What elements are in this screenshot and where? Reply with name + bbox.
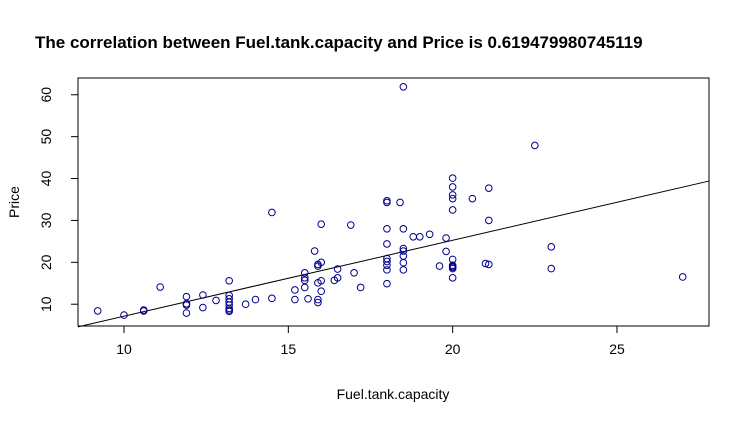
data-point	[448, 183, 457, 191]
plot-border	[77, 77, 710, 327]
data-point	[442, 234, 450, 242]
data-point	[304, 294, 312, 303]
data-point	[399, 244, 408, 253]
y-tick-label: 10	[38, 296, 54, 312]
data-point	[399, 82, 408, 91]
data-point	[383, 257, 391, 266]
data-point	[383, 266, 391, 274]
data-point	[399, 247, 408, 255]
x-tick-label: 25	[609, 341, 625, 357]
data-point	[448, 274, 457, 282]
data-point	[396, 198, 404, 207]
data-point	[448, 191, 457, 199]
data-point	[448, 206, 457, 214]
data-point	[448, 255, 457, 264]
data-point	[485, 260, 493, 269]
data-point	[291, 295, 299, 304]
data-point	[314, 298, 322, 307]
data-point	[399, 266, 408, 274]
data-point	[182, 299, 191, 308]
data-points	[93, 82, 687, 319]
data-point	[317, 287, 325, 296]
data-point	[448, 174, 457, 182]
data-point	[448, 261, 457, 270]
data-point	[485, 184, 493, 192]
data-point	[300, 283, 309, 292]
data-point	[442, 247, 450, 256]
data-point	[225, 276, 233, 285]
data-point	[93, 307, 102, 315]
data-point	[120, 311, 128, 319]
data-point	[383, 225, 391, 233]
x-tick-label: 15	[281, 341, 297, 357]
data-point	[399, 252, 408, 260]
data-point	[268, 294, 276, 303]
data-point	[300, 268, 309, 277]
data-point	[678, 273, 687, 281]
data-point	[212, 296, 220, 305]
data-point	[314, 295, 322, 304]
y-tick-label: 20	[38, 254, 54, 270]
data-point	[156, 283, 164, 291]
data-point	[415, 232, 424, 241]
x-axis-label: Fuel.tank.capacity	[337, 386, 450, 402]
data-point	[251, 295, 260, 304]
data-point	[468, 194, 477, 203]
data-point	[225, 291, 233, 300]
data-point	[485, 216, 493, 225]
data-point	[300, 276, 309, 285]
data-point	[547, 264, 556, 273]
data-point	[241, 300, 250, 309]
data-point	[383, 240, 391, 248]
data-point	[531, 141, 539, 150]
chart-title: The correlation between Fuel.tank.capaci…	[35, 33, 643, 52]
x-tick-label: 20	[445, 341, 461, 357]
data-point	[383, 279, 391, 288]
data-point	[139, 306, 148, 314]
data-point	[356, 283, 365, 292]
data-point	[268, 208, 276, 217]
data-point	[199, 291, 207, 299]
y-axis-label: Price	[6, 186, 22, 218]
data-point	[547, 243, 556, 251]
y-tick-label: 60	[38, 87, 54, 103]
data-point	[383, 196, 391, 205]
data-point	[425, 230, 434, 239]
data-point	[300, 274, 309, 282]
data-point	[383, 254, 391, 263]
data-point	[317, 276, 325, 285]
data-point	[225, 294, 233, 303]
data-point	[435, 262, 444, 270]
data-point	[350, 268, 358, 277]
data-point	[333, 265, 342, 273]
data-point	[182, 309, 191, 317]
data-point	[448, 194, 457, 203]
data-point	[399, 225, 408, 233]
y-tick-label: 40	[38, 171, 54, 187]
y-tick-label: 30	[38, 212, 54, 228]
data-point	[310, 247, 319, 255]
x-tick-label: 10	[116, 341, 132, 357]
plot-area	[77, 77, 710, 328]
data-point	[182, 292, 191, 301]
y-tick-label: 50	[38, 129, 54, 145]
data-point	[481, 259, 490, 268]
data-point	[317, 258, 325, 267]
data-point	[333, 274, 342, 282]
data-point	[346, 221, 355, 229]
data-point	[291, 286, 299, 294]
data-point	[317, 220, 325, 229]
data-point	[199, 303, 207, 312]
